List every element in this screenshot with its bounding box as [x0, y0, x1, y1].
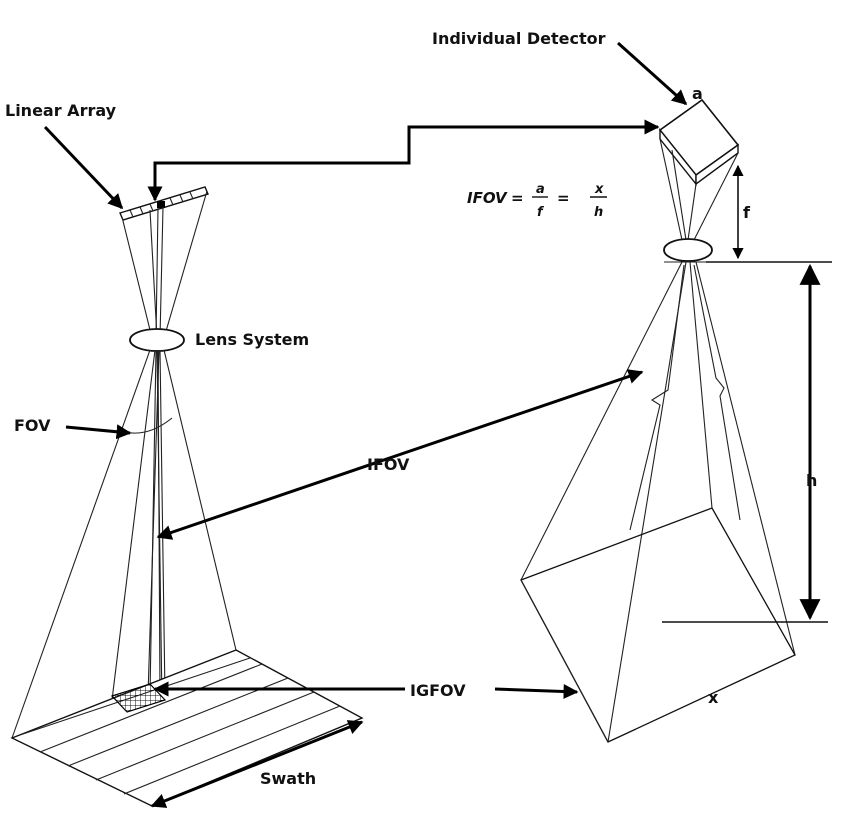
ifov-pyramid [520, 261, 796, 743]
individual-detector-cube [658, 98, 740, 186]
fraction2-numerator: x [594, 182, 604, 197]
focal-length-label: f [743, 203, 751, 222]
ifov-label: IFOV [367, 455, 410, 474]
lens-system-label: Lens System [195, 330, 309, 349]
individual-detector-label: Individual Detector [432, 29, 606, 48]
height-label: h [806, 471, 817, 490]
ifov-equation: IFOV = a f = x h [467, 182, 607, 220]
array-to-detector-arrow [147, 119, 660, 202]
detector-edge-label: a [692, 84, 703, 103]
lens-system-left [129, 328, 185, 352]
selected-detector [157, 201, 165, 208]
fraction2-denominator: h [594, 205, 603, 220]
fraction1-numerator: a [536, 182, 545, 197]
linear-array-strip [119, 186, 209, 221]
igfov-right-arrow [494, 684, 579, 700]
swath-label: Swath [260, 769, 316, 788]
fov-pointer [65, 424, 132, 440]
igfov-ground-cell [110, 683, 167, 713]
igfov-label: IGFOV [410, 681, 466, 700]
equation-equals-2: = [557, 189, 570, 207]
fraction1-denominator: f [537, 205, 545, 220]
fov-label: FOV [14, 416, 51, 435]
array-to-lens-rays [121, 190, 208, 339]
ground-size-label: x [708, 688, 719, 707]
linear-array-pointer [43, 125, 124, 210]
swath-arrow [150, 720, 364, 808]
detector-to-lens-rays [659, 138, 739, 241]
linear-array-label: Linear Array [5, 101, 117, 120]
individual-detector-pointer [616, 41, 688, 106]
lens-system-right [663, 238, 713, 262]
equation-equals-1: = [511, 189, 524, 207]
equation-lhs: IFOV [467, 189, 508, 207]
ifov-arrow [156, 369, 644, 540]
